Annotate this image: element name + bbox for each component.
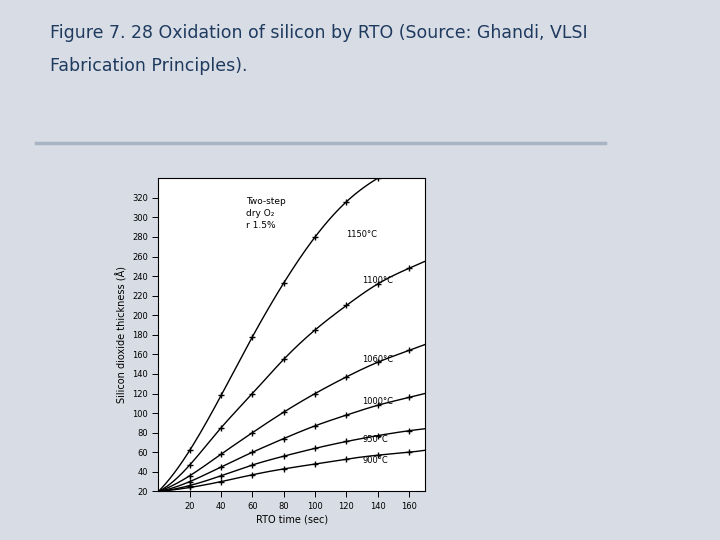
Text: 1100°C: 1100°C xyxy=(362,276,393,286)
X-axis label: RTO time (sec): RTO time (sec) xyxy=(256,515,328,525)
Text: 900°C: 900°C xyxy=(362,456,388,464)
Text: 950°C: 950°C xyxy=(362,435,388,444)
Text: Fabrication Principles).: Fabrication Principles). xyxy=(50,57,248,75)
Text: 1000°C: 1000°C xyxy=(362,397,393,406)
Text: 1060°C: 1060°C xyxy=(362,355,393,364)
Y-axis label: Silicon dioxide thickness (Å): Silicon dioxide thickness (Å) xyxy=(117,266,128,403)
Text: Two-step
dry O₂
r 1.5%: Two-step dry O₂ r 1.5% xyxy=(246,197,286,230)
Text: 1150°C: 1150°C xyxy=(346,231,377,239)
Text: Figure 7. 28 Oxidation of silicon by RTO (Source: Ghandi, VLSI: Figure 7. 28 Oxidation of silicon by RTO… xyxy=(50,24,588,42)
